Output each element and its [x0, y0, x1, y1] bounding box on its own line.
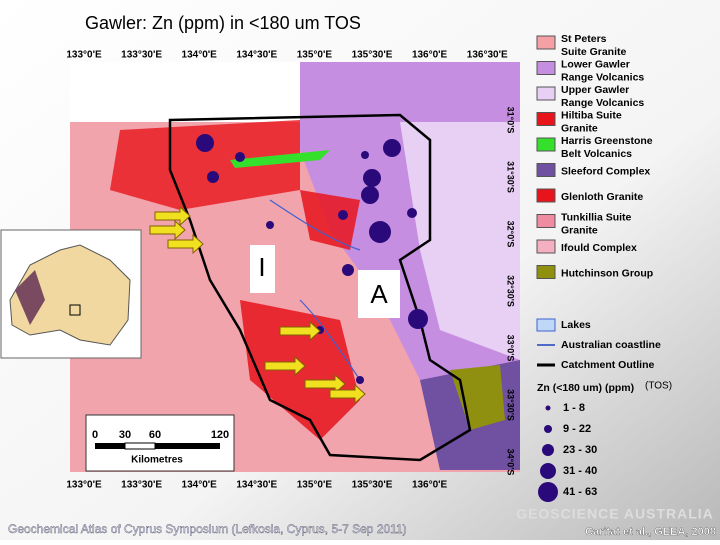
map: I A: [70, 62, 520, 472]
sample-points: [196, 134, 428, 384]
scale-box: [85, 414, 235, 472]
logo: GEOSCIENCE AUSTRALIA: [516, 506, 714, 522]
legend-swatch: [536, 137, 556, 152]
legend-label: Glenloth Granite: [561, 191, 643, 203]
scale-tick: 30: [119, 429, 131, 441]
lon-label: 134°0'E: [182, 50, 218, 61]
lat-label: 33°30'S: [506, 389, 516, 421]
legend-swatch: [536, 265, 556, 279]
drainage: [269, 199, 361, 381]
map-label: I: [258, 252, 265, 282]
lat-label: 32°0'S: [506, 221, 516, 248]
legend-swatch: [536, 214, 556, 228]
legend-label: Lakes: [561, 319, 591, 331]
lat-label: 31°30'S: [506, 161, 516, 193]
australia: [9, 244, 131, 346]
lon-label: 133°0'E: [66, 480, 102, 491]
zn-symbol: [545, 405, 551, 411]
zn-class: 41 - 63: [563, 486, 597, 498]
title: Gawler: Zn (ppm) in <180 um TOS: [85, 13, 361, 33]
label-box: [358, 270, 400, 318]
lat-label: 34°0'S: [506, 449, 516, 476]
zn-class: 9 - 22: [563, 423, 591, 435]
legend-label: Lower Gawler Range Volcanics: [561, 58, 644, 83]
legend-label: St Peters Suite Granite: [561, 33, 627, 58]
map-label: A: [370, 279, 388, 309]
lat-label: 32°30'S: [506, 275, 516, 307]
legend-swatch: [536, 188, 556, 203]
scale-tick: 60: [149, 429, 161, 441]
legend-swatch: [536, 86, 556, 101]
lon-label: 136°30'E: [467, 50, 508, 61]
legend-label: Ifould Complex: [561, 242, 637, 254]
zn-legend-title: Zn (<180 um) (ppm): [537, 382, 634, 394]
scale-segment: [155, 443, 220, 449]
catchment-outline: [168, 113, 472, 462]
legend-label: Hutchinson Group: [561, 267, 653, 279]
legend-swatch: [536, 318, 556, 332]
hutchinson: [450, 365, 505, 430]
zn-legend-note: (TOS): [645, 381, 672, 392]
inset-map: [0, 229, 142, 359]
zn-class: 23 - 30: [563, 444, 597, 456]
granite: [300, 190, 360, 250]
lon-label: 134°30'E: [236, 480, 277, 491]
legend-label: Australian coastline: [561, 339, 661, 351]
inset-geology: [15, 270, 45, 325]
lon-label: 135°30'E: [352, 50, 393, 61]
legend-swatch: [536, 35, 556, 50]
arrows: [149, 205, 366, 405]
legend-label: Tunkillia Suite Granite: [561, 211, 632, 236]
lon-label: 133°30'E: [121, 50, 162, 61]
legend-swatch: [536, 61, 556, 75]
legend-label: Hiltiba Suite Granite: [561, 109, 622, 134]
scale-tick: 0: [92, 429, 98, 441]
greenstone: [230, 150, 330, 168]
legend-label: Sleeford Complex: [561, 165, 650, 177]
scale-segment: [124, 442, 156, 450]
lon-label: 136°0'E: [412, 480, 448, 491]
lat-label: 31°0'S: [506, 107, 516, 134]
lon-label: 135°30'E: [352, 480, 393, 491]
lon-label: 135°0'E: [297, 50, 333, 61]
scale-tick: 120: [211, 429, 229, 441]
lon-label: 133°30'E: [121, 480, 162, 491]
lon-label: 134°0'E: [182, 480, 218, 491]
scale-unit: Kilometres: [131, 455, 183, 466]
inset-locator: [69, 304, 81, 316]
legend-label: Upper Gawler Range Volcanics: [561, 84, 644, 109]
label-box: [250, 245, 275, 293]
zn-symbol: [540, 463, 556, 479]
legend-swatch: [536, 239, 556, 254]
legend-label: Catchment Outline: [561, 359, 655, 371]
zn-symbol: [542, 444, 554, 456]
legend-swatch: [536, 112, 556, 126]
lon-label: 135°0'E: [297, 480, 333, 491]
zn-class: 31 - 40: [563, 465, 597, 477]
lat-label: 33°0'S: [506, 335, 516, 362]
legend-swatch: [536, 163, 556, 177]
legend-label: Harris Greenstone Belt Volcanics: [561, 135, 653, 160]
zn-symbol: [538, 482, 558, 502]
scale-segment: [95, 443, 125, 449]
footer-right: Caritat et al., GEEA, 2008: [585, 526, 716, 538]
lon-label: 136°0'E: [412, 50, 448, 61]
granite: [110, 120, 300, 210]
lon-label: 134°30'E: [236, 50, 277, 61]
zn-symbol: [544, 425, 552, 433]
zn-class: 1 - 8: [563, 402, 585, 414]
footer-left: Geochemical Atlas of Cyprus Symposium (L…: [8, 522, 407, 536]
lon-label: 133°0'E: [66, 50, 102, 61]
